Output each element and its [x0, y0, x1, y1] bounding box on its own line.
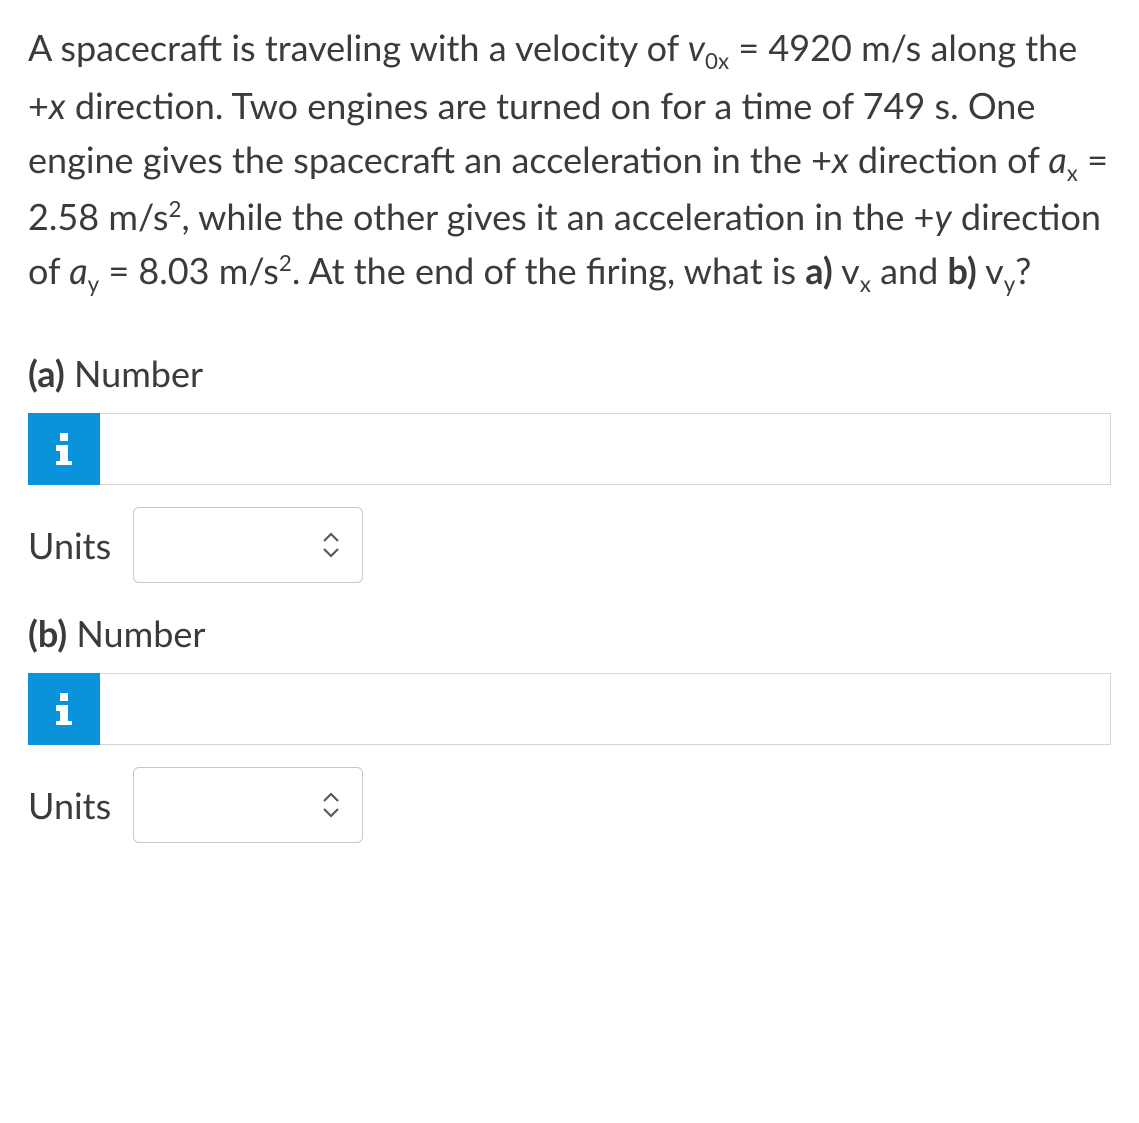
part-a-number-input[interactable]: [100, 413, 1111, 485]
part-b-units-select-wrap: [133, 767, 363, 843]
part-b-units-row: Units: [28, 767, 1111, 843]
part-b-number-input[interactable]: [100, 673, 1111, 745]
part-a-units-row: Units: [28, 507, 1111, 583]
info-icon[interactable]: [28, 673, 100, 745]
part-a-units-label: Units: [28, 523, 111, 567]
part-b-label-bold: (b): [28, 611, 67, 655]
part-b-label-text: Number: [67, 611, 205, 655]
info-icon[interactable]: [28, 413, 100, 485]
part-a-units-select[interactable]: [133, 507, 363, 583]
part-a-label-bold: (a): [28, 351, 65, 395]
part-a-units-select-wrap: [133, 507, 363, 583]
part-a-label-text: Number: [65, 351, 203, 395]
part-b-number-input-wrap: [28, 673, 1111, 745]
problem-statement: A spacecraft is traveling with a velocit…: [28, 20, 1111, 301]
part-b-units-select[interactable]: [133, 767, 363, 843]
part-a-number-input-wrap: [28, 413, 1111, 485]
part-b-units-label: Units: [28, 783, 111, 827]
part-a-label: (a) Number: [28, 351, 1111, 395]
part-b-label: (b) Number: [28, 611, 1111, 655]
problem-page: A spacecraft is traveling with a velocit…: [0, 0, 1139, 911]
